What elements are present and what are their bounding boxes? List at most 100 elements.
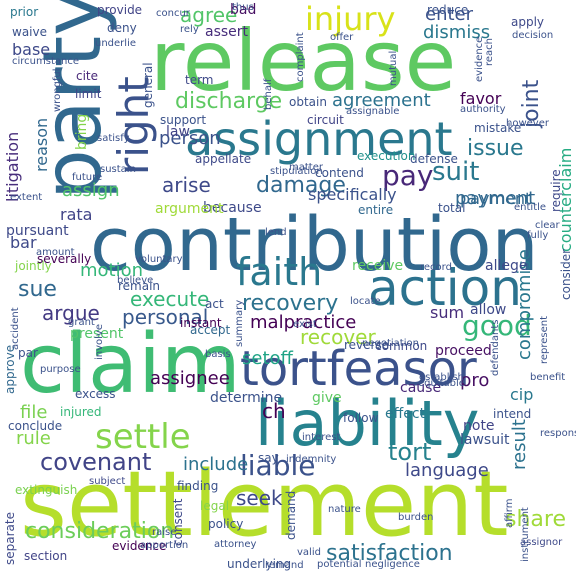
word-agreement: agreement [332,90,431,111]
word-note: note [463,418,495,434]
word-specifically: specifically [308,185,397,204]
word-recover: recover [300,325,376,349]
word-execution: execution [357,149,415,163]
word-stipulation: stipulation [270,166,323,177]
word-party: party [26,0,119,200]
word-offer: offer [330,32,354,43]
word-discharge: discharge [175,89,282,114]
word-circumstance: circumstance [12,56,79,67]
word-future: future [72,172,102,183]
word-raise: raise [152,527,176,538]
word-rule: rule [16,428,51,449]
word-legal: legal [200,499,229,513]
word-authority: authority [460,104,506,115]
word-indemnity: indemnity [286,454,336,465]
word-cite: cite [76,69,98,83]
word-action: action [368,259,522,317]
word-consent: consent [171,498,185,546]
word-suit: suit [432,157,479,187]
word-apportion: apportion [140,540,188,551]
word-amount: amount [36,247,75,258]
word-assignor: assignor [520,537,563,548]
word-intend: intend [493,407,531,421]
word-remain: remain [118,279,160,293]
word-proceed: proceed [435,343,492,359]
word-bring: bring [74,114,90,150]
word-summary: summary [234,300,245,347]
word-liability: liability [255,387,479,460]
word-reverse: reverse [344,338,389,352]
word-require: require [549,169,563,212]
word-reduce: reduce [427,3,468,17]
word-assignee: assignee [150,368,230,389]
word-waive: waive [12,25,47,39]
word-mutual: mutual [388,51,399,86]
word-wrongful: wrongful [52,68,63,112]
word-grant: grant [68,317,95,328]
word-fully: fully [527,230,548,241]
word-however: however [506,118,550,129]
word-subject: subject [89,476,125,487]
word-determine: determine [210,390,282,406]
word-decision: decision [512,30,553,41]
word-faith: faith [236,250,322,294]
word-damage: damage [256,173,346,198]
word-total: total [438,201,465,215]
word-motion: motion [80,260,143,281]
word-prior: prior [10,5,38,19]
word-negotiation: negotiation [362,338,419,349]
word-policy: policy [208,517,243,531]
word-burden: burden [398,512,433,523]
word-lend: lend [265,227,287,238]
word-responsible: responsible [540,428,576,439]
word-underlying: underlying [227,557,291,571]
word-recovery: recovery [242,291,338,316]
word-injury: injury [305,0,395,38]
word-present: present [70,326,124,342]
word-consider: consider [559,249,573,300]
word-payment: payment [460,189,531,208]
word-issue: issue [467,136,524,161]
word-instrument: instrument [520,507,531,562]
word-remand: remand [265,560,304,571]
word-evidence: evidence [474,37,485,82]
word-circuit: circuit [307,113,344,127]
word-good: good [462,309,532,342]
word-thus: thus [232,2,254,13]
word-basis: basis [205,349,231,360]
cloud-words: settlementcontributionreleaseclaimpartyl… [3,0,576,571]
word-dismiss: dismiss [423,22,490,43]
word-concur: concur [156,8,191,19]
word-jointly: jointly [14,259,52,273]
word-extinguish: extinguish [15,483,77,497]
word-entitle: entitle [514,202,546,213]
word-contend: contend [315,166,364,180]
word-malpractice: malpractice [250,312,356,333]
word-apply: apply [511,15,544,29]
word-assign: assign [62,180,120,201]
word-person: person [159,128,221,149]
word-approve: approve [3,345,17,394]
word-joint: joint [519,79,544,129]
word-rata: rata [60,205,92,224]
word-exist: exist [293,319,317,330]
word-equitable: equitable [418,378,465,389]
word-allow: allow [470,302,506,318]
word-voluntary: voluntary [135,254,183,265]
word-claim: claim [20,317,241,412]
word-include: include [183,454,248,475]
word-severally: severally [37,252,91,266]
word-covenant: covenant [40,448,151,476]
word-assignable: assignable [346,106,399,117]
word-affirm: affirm [504,499,515,528]
word-complaint: complaint [295,32,306,82]
word-seek: seek [236,486,283,510]
word-clear: clear [535,220,561,231]
word-pay: pay [382,159,434,192]
word-litigation: litigation [3,132,22,202]
word-purpose: purpose [40,364,81,375]
word-receive: receive [352,258,403,274]
word-compromise: compromise [514,249,535,360]
word-language: language [405,460,489,481]
word-entire: entire [358,203,393,217]
